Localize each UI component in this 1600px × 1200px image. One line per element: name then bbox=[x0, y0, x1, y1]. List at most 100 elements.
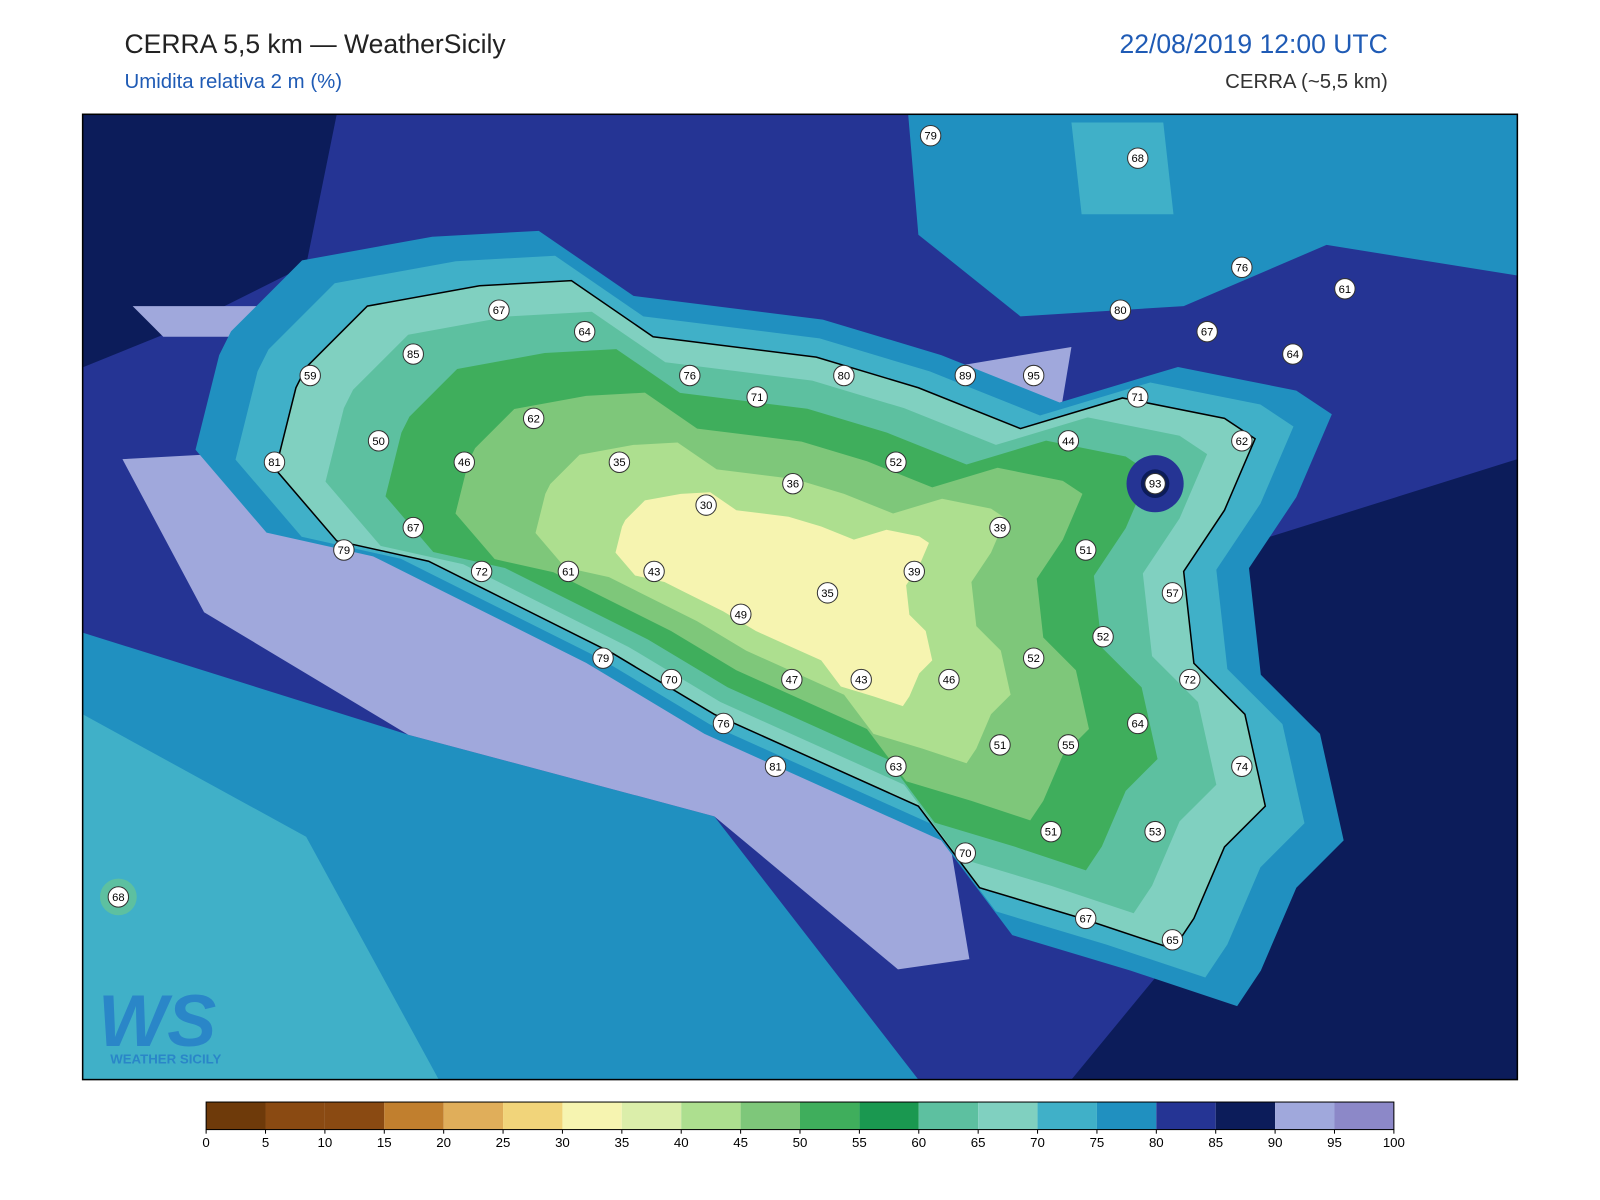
station-marker bbox=[730, 603, 752, 625]
station-marker bbox=[903, 560, 925, 583]
station-marker bbox=[1109, 299, 1132, 321]
station-value: 67 bbox=[493, 305, 505, 317]
station-value: 52 bbox=[1027, 653, 1039, 665]
colorbar-segment bbox=[978, 1102, 1038, 1130]
station-value: 49 bbox=[735, 609, 747, 621]
station-value: 67 bbox=[1079, 913, 1091, 925]
colorbar-segment bbox=[1037, 1102, 1097, 1130]
station-marker bbox=[573, 320, 596, 343]
station-marker bbox=[470, 560, 493, 583]
colorbar: 0 5 10 15 20 25 30 35 40 45 50 55 60 65 70 75 80 85 90 95 10… bbox=[202, 1101, 1405, 1150]
station-value: 70 bbox=[959, 848, 971, 860]
station-value: 72 bbox=[475, 566, 487, 578]
station-marker bbox=[1231, 755, 1253, 778]
station-marker bbox=[919, 125, 942, 147]
colorbar-segment bbox=[1275, 1102, 1335, 1130]
station-marker bbox=[782, 472, 804, 495]
station-value: 72 bbox=[1184, 675, 1196, 687]
station-marker bbox=[679, 364, 701, 387]
station-value: 79 bbox=[597, 653, 609, 665]
station-value: 59 bbox=[304, 370, 316, 382]
station-marker bbox=[764, 755, 787, 778]
station-value: 43 bbox=[855, 675, 867, 687]
station-value: 63 bbox=[890, 761, 902, 773]
station-marker bbox=[1282, 343, 1304, 365]
colorbar-label: 60 bbox=[911, 1135, 926, 1150]
colorbar-label: 50 bbox=[793, 1135, 808, 1150]
colorbar-label: 40 bbox=[674, 1135, 689, 1150]
station-marker bbox=[885, 755, 907, 778]
station-marker bbox=[989, 734, 1011, 756]
station-marker bbox=[1144, 472, 1166, 495]
logo-caption: WEATHER SICILY bbox=[110, 1051, 221, 1066]
station-value: 52 bbox=[1097, 632, 1109, 644]
station-value: 67 bbox=[407, 523, 419, 535]
station-marker bbox=[1022, 364, 1045, 387]
station-marker bbox=[1040, 820, 1062, 843]
station-value: 74 bbox=[1236, 761, 1248, 773]
station-value: 30 bbox=[700, 500, 712, 512]
station-marker bbox=[1144, 820, 1166, 843]
station-value: 44 bbox=[1062, 436, 1074, 448]
colorbar-segment bbox=[859, 1102, 919, 1130]
station-marker bbox=[402, 516, 424, 539]
station-marker bbox=[1196, 320, 1218, 343]
station-marker bbox=[833, 364, 855, 387]
colorbar-label: 65 bbox=[971, 1135, 986, 1150]
station-value: 51 bbox=[1079, 545, 1091, 557]
station-value: 80 bbox=[1114, 305, 1126, 317]
colorbar-label: 15 bbox=[377, 1135, 392, 1150]
station-value: 55 bbox=[1062, 740, 1074, 752]
station-value: 61 bbox=[1339, 284, 1351, 296]
station-value: 64 bbox=[1287, 349, 1299, 361]
station-marker bbox=[660, 668, 683, 691]
colorbar-label: 35 bbox=[614, 1135, 629, 1150]
station-value: 50 bbox=[372, 436, 384, 448]
colorbar-segment bbox=[503, 1102, 563, 1130]
station-value: 93 bbox=[1149, 479, 1161, 491]
station-value: 39 bbox=[908, 566, 920, 578]
station-value: 68 bbox=[112, 892, 124, 904]
station-marker bbox=[557, 560, 580, 583]
station-marker bbox=[1231, 430, 1253, 452]
colorbar-label: 45 bbox=[733, 1135, 748, 1150]
station-value: 35 bbox=[613, 457, 625, 469]
station-marker bbox=[333, 539, 355, 561]
colorbar-label: 55 bbox=[852, 1135, 867, 1150]
logo: WS bbox=[98, 979, 216, 1062]
station-marker bbox=[1334, 278, 1356, 300]
colorbar-segment bbox=[800, 1102, 860, 1130]
station-value: 95 bbox=[1027, 370, 1039, 382]
station-marker bbox=[746, 386, 768, 408]
station-value: 76 bbox=[1236, 262, 1248, 274]
colorbar-segment bbox=[324, 1102, 385, 1130]
colorbar-label: 80 bbox=[1149, 1135, 1164, 1150]
station-marker bbox=[1127, 386, 1149, 408]
station-value: 89 bbox=[959, 370, 971, 382]
station-value: 51 bbox=[994, 740, 1006, 752]
colorbar-segment bbox=[206, 1102, 266, 1130]
station-marker bbox=[1075, 907, 1097, 930]
colorbar-segment bbox=[681, 1102, 741, 1130]
colorbar-segment bbox=[918, 1102, 979, 1130]
station-marker bbox=[989, 516, 1011, 539]
station-marker bbox=[453, 451, 475, 473]
colorbar-segment bbox=[1334, 1102, 1394, 1130]
colorbar-label: 25 bbox=[496, 1135, 511, 1150]
station-value: 79 bbox=[338, 545, 350, 557]
colorbar-segment bbox=[740, 1102, 800, 1130]
station-marker bbox=[643, 560, 665, 583]
station-value: 81 bbox=[769, 761, 781, 773]
station-value: 81 bbox=[268, 457, 280, 469]
station-marker bbox=[1057, 430, 1080, 452]
station-marker bbox=[299, 364, 321, 387]
subtitle: Umidita relativa 2 m (%) bbox=[124, 71, 342, 93]
station-marker bbox=[1075, 539, 1097, 561]
station-value: 68 bbox=[1132, 153, 1144, 165]
station-value: 79 bbox=[924, 131, 936, 143]
station-marker bbox=[938, 668, 960, 691]
station-marker bbox=[695, 494, 717, 516]
station-value: 35 bbox=[821, 588, 833, 600]
colorbar-segment bbox=[621, 1102, 682, 1130]
